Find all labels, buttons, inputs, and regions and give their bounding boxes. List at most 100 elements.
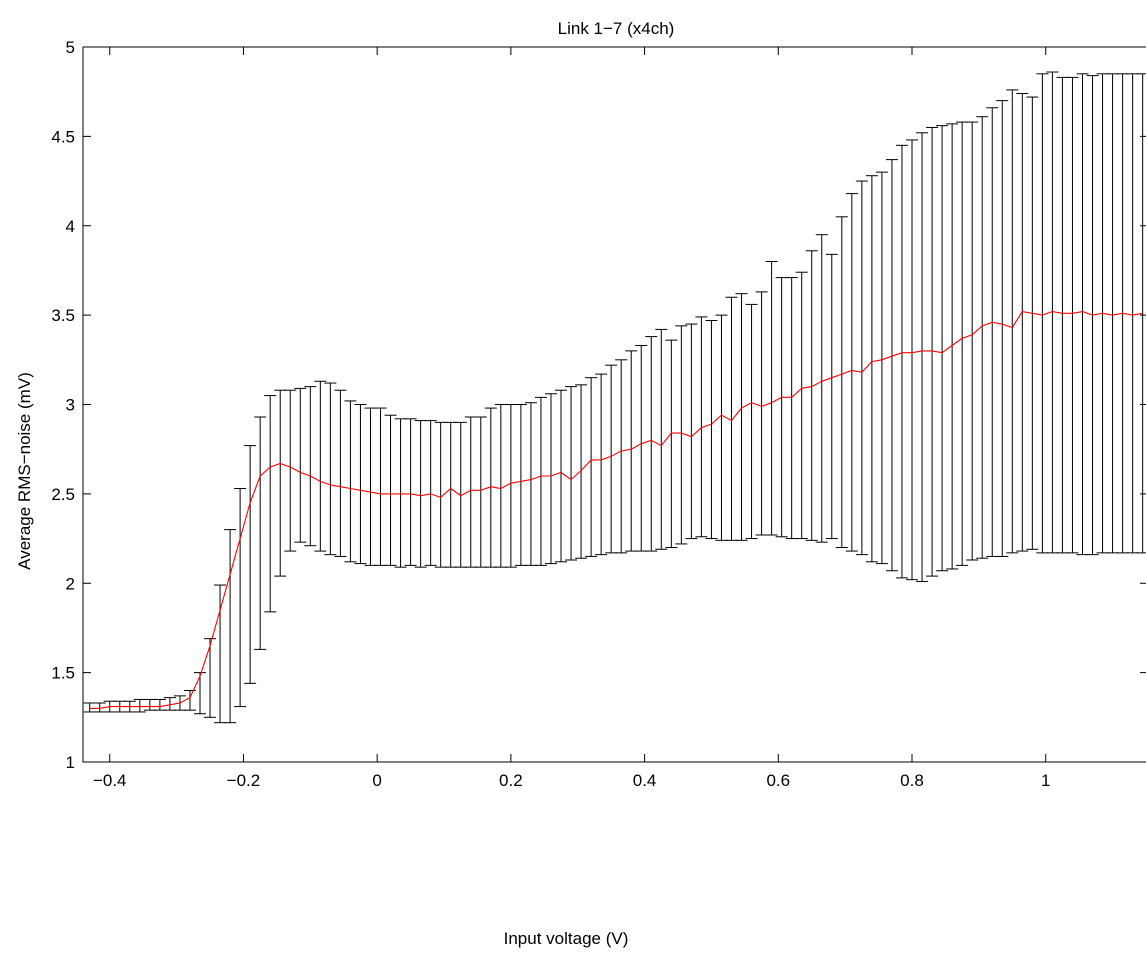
y-tick-label: 1 <box>66 753 75 772</box>
error-bar <box>745 303 758 540</box>
error-bar <box>204 638 217 718</box>
x-tick-label: 0 <box>372 771 381 790</box>
error-bar <box>655 328 668 550</box>
error-bar <box>314 380 327 552</box>
error-bar <box>544 393 557 565</box>
error-bar <box>183 690 196 711</box>
error-bar <box>906 139 919 581</box>
x-tick-label: 0.6 <box>766 771 790 790</box>
error-bar <box>514 404 527 566</box>
error-bar <box>474 416 487 568</box>
error-bar <box>83 702 96 713</box>
error-bar <box>274 389 287 577</box>
error-bar <box>725 296 738 541</box>
error-bar <box>354 404 367 565</box>
error-bar <box>1006 89 1019 554</box>
error-bar <box>504 404 517 568</box>
error-bar <box>1056 76 1069 554</box>
error-bar <box>193 672 206 715</box>
error-bar <box>895 144 908 579</box>
y-tick-label: 3.5 <box>51 306 75 325</box>
error-bar <box>926 126 939 577</box>
error-bar <box>163 697 176 711</box>
y-axis: 1 1.5 2 2.5 3 3.5 4 4.5 5 <box>51 38 1146 772</box>
error-bar <box>133 698 146 713</box>
error-bar <box>93 702 106 713</box>
error-bar <box>685 323 698 540</box>
error-bar <box>675 325 688 545</box>
x-tick-label: 1 <box>1041 771 1050 790</box>
error-bar <box>815 234 828 543</box>
error-bar <box>344 400 357 563</box>
error-bar <box>284 389 297 552</box>
error-bar <box>1016 92 1029 552</box>
error-bar <box>324 382 337 556</box>
error-bar <box>294 387 307 543</box>
error-bar <box>986 107 999 557</box>
error-bar <box>845 193 858 552</box>
error-bar <box>595 373 608 556</box>
error-bar <box>695 316 708 538</box>
error-bar <box>1126 73 1139 554</box>
error-bar <box>976 116 989 559</box>
error-bar <box>454 421 467 568</box>
error-bar <box>304 386 317 547</box>
error-bar <box>1046 71 1059 554</box>
error-bar <box>936 125 949 572</box>
error-bar <box>865 175 878 563</box>
error-bar <box>785 277 798 540</box>
y-axis-label: Average RMS−noise (mV) <box>15 372 34 570</box>
errorbars-layer <box>83 71 1146 724</box>
x-tick-label: −0.4 <box>93 771 127 790</box>
error-bar <box>645 336 658 552</box>
error-bar <box>835 216 848 548</box>
x-tick-label: 0.2 <box>499 771 523 790</box>
error-bar <box>374 407 387 566</box>
plot-frame <box>82 46 1146 763</box>
error-bar <box>1026 96 1039 550</box>
error-bar <box>484 407 497 568</box>
error-bar <box>805 250 818 541</box>
error-bar <box>605 364 618 554</box>
error-bar <box>534 396 547 566</box>
error-bar <box>755 291 768 536</box>
error-bar <box>444 421 457 568</box>
error-bar <box>244 445 257 684</box>
error-bar <box>585 377 598 557</box>
x-axis-label: Input voltage (V) <box>504 929 629 948</box>
error-bar <box>524 402 537 566</box>
error-bar <box>855 180 868 556</box>
error-bar <box>555 389 568 563</box>
error-bar <box>966 121 979 561</box>
y-tick-label: 1.5 <box>51 664 75 683</box>
error-bar <box>825 253 838 540</box>
error-bar <box>615 359 628 554</box>
error-bar <box>224 529 237 724</box>
error-bar <box>795 271 808 540</box>
error-bar <box>214 584 227 724</box>
error-bar <box>153 698 166 711</box>
x-tick-label: −0.2 <box>227 771 261 790</box>
error-bar <box>254 416 267 650</box>
error-bar <box>625 350 638 552</box>
error-bar <box>996 100 1009 557</box>
error-bar <box>1076 73 1089 556</box>
error-bar <box>916 132 929 582</box>
error-bar <box>635 345 648 552</box>
error-bar <box>404 418 417 566</box>
error-bar <box>364 407 377 566</box>
error-bar <box>1066 76 1079 554</box>
error-bar <box>575 384 588 559</box>
error-bar <box>715 314 728 541</box>
error-bar <box>1106 73 1119 554</box>
y-tick-label: 5 <box>66 38 75 57</box>
y-tick-label: 2.5 <box>51 485 75 504</box>
x-axis: −0.4 −0.2 0 0.2 0.4 0.6 0.8 1 <box>93 47 1050 790</box>
error-bar <box>946 123 959 570</box>
error-bar <box>875 171 888 565</box>
error-bar <box>735 293 748 541</box>
chart-title: Link 1−7 (x4ch) <box>558 19 675 38</box>
error-bar <box>394 418 407 568</box>
error-bar <box>665 339 678 548</box>
